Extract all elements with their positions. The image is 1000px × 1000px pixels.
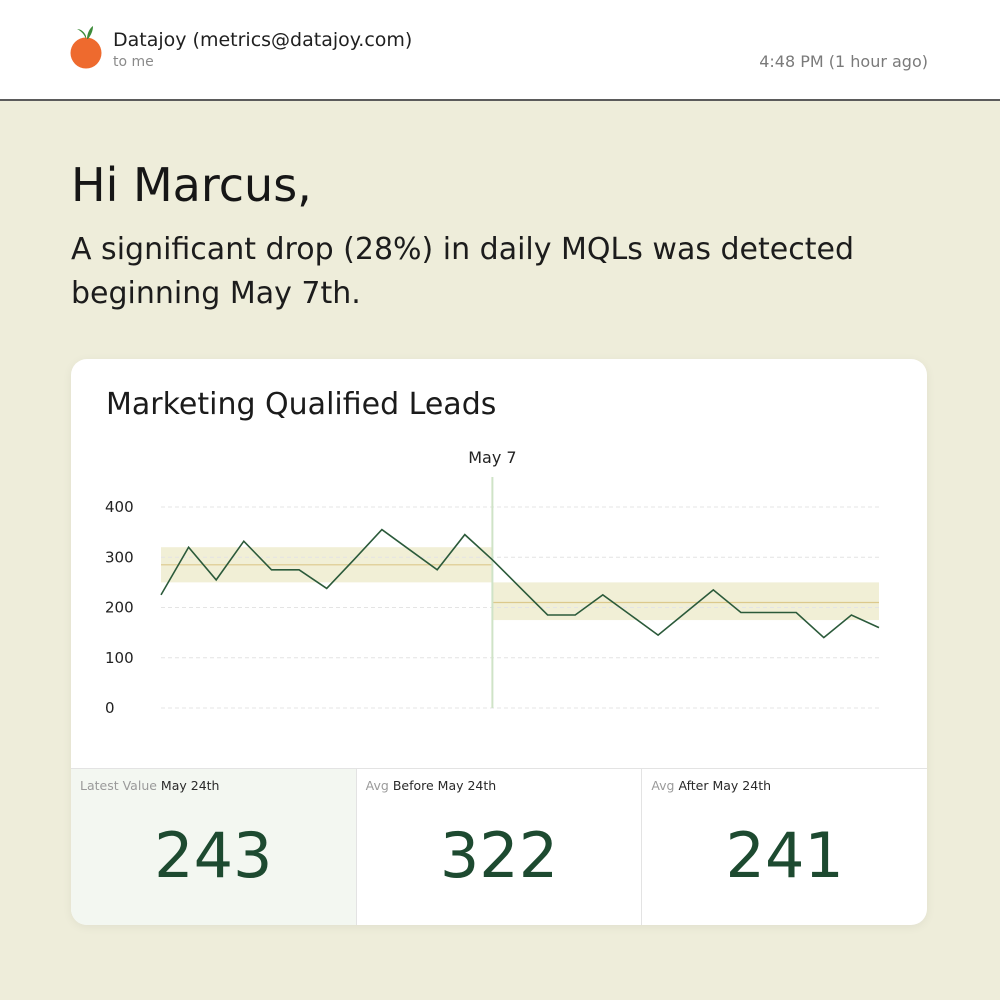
stat-value: 241 bbox=[725, 819, 844, 892]
after-average-band bbox=[492, 582, 879, 621]
y-tick-label: 200 bbox=[105, 599, 134, 617]
stats-row: Latest Value May 24th 243 Avg Before May… bbox=[71, 768, 927, 925]
greeting: Hi Marcus, bbox=[71, 158, 312, 212]
email-timestamp: 4:48 PM (1 hour ago) bbox=[759, 52, 928, 71]
y-tick-label: 400 bbox=[105, 498, 134, 516]
sender-name: Datajoy (metrics@datajoy.com) bbox=[113, 29, 413, 51]
stat-label-strong: Before May 24th bbox=[392, 778, 497, 793]
stat-label: Avg Before May 24th bbox=[366, 778, 497, 793]
may-7-marker-label: May 7 bbox=[468, 448, 516, 467]
email-header: Datajoy (metrics@datajoy.com) to me 4:48… bbox=[0, 0, 1000, 101]
stat-label-muted: Avg bbox=[651, 778, 675, 793]
stat-avg-after: Avg After May 24th 241 bbox=[642, 769, 927, 925]
stat-value: 322 bbox=[439, 819, 559, 892]
stat-label: Avg After May 24th bbox=[651, 778, 771, 793]
y-tick-label: 300 bbox=[105, 548, 134, 566]
stat-avg-before: Avg Before May 24th 322 bbox=[357, 769, 643, 925]
stat-value: 243 bbox=[154, 819, 273, 892]
recipient-line[interactable]: to me bbox=[113, 54, 154, 70]
mql-series-line bbox=[160, 528, 880, 639]
stat-label: Latest Value May 24th bbox=[80, 778, 219, 793]
stat-label-strong: May 24th bbox=[160, 778, 220, 793]
stat-label-strong: After May 24th bbox=[678, 778, 772, 793]
alert-message: A significant drop (28%) in daily MQLs w… bbox=[71, 232, 854, 311]
chart-title: Marketing Qualified Leads bbox=[106, 387, 497, 422]
y-tick-label: 100 bbox=[105, 649, 134, 667]
stat-latest-value: Latest Value May 24th 243 bbox=[71, 769, 357, 925]
stat-label-muted: Avg bbox=[365, 778, 389, 793]
orange-fruit-icon bbox=[70, 26, 102, 69]
metric-card: 0 100 200 300 400 May 7 Marketing Qualified L… bbox=[71, 359, 927, 925]
stat-label-muted: Latest Value bbox=[80, 778, 157, 793]
mql-line-chart: 0 100 200 300 400 May 7 bbox=[105, 448, 880, 717]
y-tick-label: 0 bbox=[105, 699, 115, 717]
